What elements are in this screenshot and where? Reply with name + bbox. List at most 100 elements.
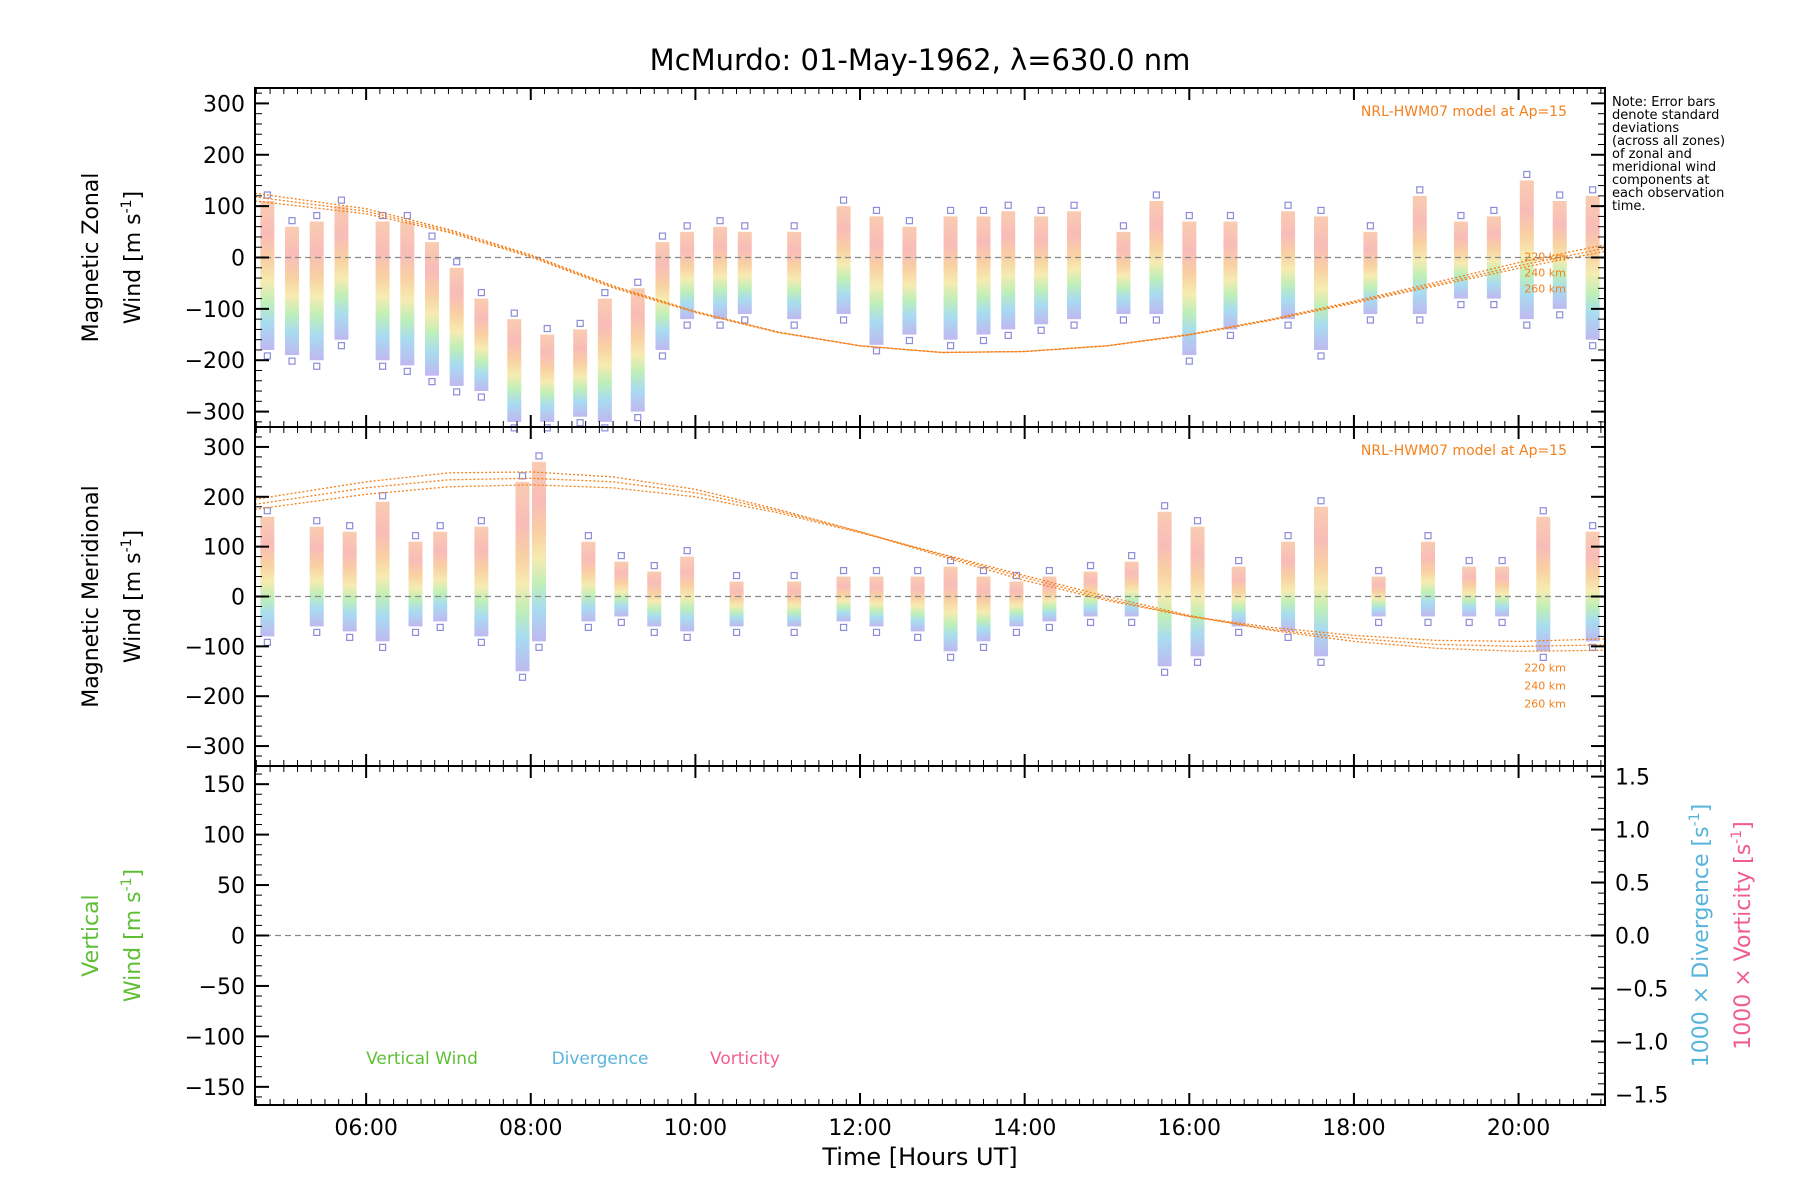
error-bar-outlier (477, 638, 485, 646)
error-bar-outlier (1523, 321, 1531, 329)
error-bar-outlier (1366, 316, 1374, 324)
error-bar-outlier (1193, 658, 1202, 666)
y-tick-label: −50 (199, 975, 245, 1000)
error-bar-outlier (411, 628, 420, 637)
error-bar-outlier (1317, 658, 1325, 666)
error-bar (334, 206, 349, 340)
error-bar-outlier (716, 321, 724, 329)
error-bar (515, 481, 530, 672)
zonal-observations (260, 170, 1600, 432)
note-line: deviations (1612, 121, 1680, 136)
error-bar (1363, 231, 1378, 314)
right-y-tick-label: −0.5 (1615, 977, 1668, 1002)
meridional-observations (260, 452, 1600, 681)
error-bar-outlier (584, 623, 592, 632)
y-tick-label: 300 (203, 92, 245, 117)
error-bar (309, 221, 324, 361)
error-bar-outlier (1317, 352, 1325, 360)
x-tick-label: 20:00 (1487, 1116, 1550, 1141)
error-bar (260, 201, 275, 350)
error-bar (737, 231, 752, 314)
error-bar-outlier (1523, 170, 1531, 179)
zonal-y-axis-label: Magnetic Zonal Wind [m s-1] (79, 173, 146, 343)
panel-meridional: 300 200 100 0 −100 −200 −300 NRL-HWM07 model a… (79, 426, 1606, 767)
error-bar (1067, 211, 1082, 320)
error-bar-outlier (979, 566, 988, 575)
error-bar-outlier (1045, 566, 1053, 575)
error-bar-outlier (1086, 561, 1095, 570)
error-bar (1190, 526, 1205, 657)
right-y-tick-label: 0.0 (1615, 925, 1650, 950)
vertical-right-y-ticks: 1.5 1.0 0.5 0.0 −0.5 −1.0 −1.5 (1591, 765, 1668, 1108)
error-bar (573, 329, 588, 417)
error-bar-outlier (946, 206, 955, 215)
y-tick-label: 150 (203, 773, 245, 798)
error-bar-outlier (346, 522, 354, 530)
error-bar-outlier (518, 673, 527, 681)
error-bar-outlier (313, 517, 321, 525)
error-bar (1182, 221, 1197, 356)
error-bar (976, 216, 991, 335)
error-bar-outlier (428, 378, 436, 386)
model-curve (254, 192, 1606, 354)
error-bar-outlier (1465, 556, 1473, 565)
error-bar (729, 581, 744, 627)
error-bar-outlier (914, 633, 922, 641)
error-bar-outlier (1119, 316, 1128, 324)
error-bar-outlier (658, 352, 667, 360)
note-line: denote standard (1612, 108, 1720, 123)
error-bar-outlier (716, 217, 724, 225)
error-bar-outlier (1589, 342, 1597, 350)
error-bar-outlier (584, 532, 592, 540)
error-bar-outlier (658, 232, 667, 240)
error-bar (1124, 561, 1139, 617)
error-bar (1536, 516, 1551, 652)
y-tick-label: 100 (203, 195, 245, 220)
error-bar-outlier (477, 517, 485, 525)
error-bar (647, 571, 662, 627)
y-tick-label: −200 (185, 349, 245, 374)
error-bar (474, 298, 489, 392)
error-bar-outlier (683, 547, 691, 555)
error-bar (1412, 195, 1427, 314)
error-bar (1281, 541, 1296, 632)
error-bar-outlier (576, 319, 584, 328)
error-bar-outlier (839, 623, 848, 632)
error-bar-outlier (1465, 618, 1473, 627)
legend-vorticity: Vorticity (710, 1049, 780, 1069)
error-bar (1223, 221, 1238, 330)
error-bar-outlier (453, 388, 461, 396)
error-bar-outlier (683, 321, 691, 329)
meridional-y-axis-label: Magnetic Meridional Wind [m s-1] (79, 485, 146, 707)
error-bar (976, 576, 991, 642)
zonal-model-label: NRL-HWM07 model at Ap=15 (1361, 104, 1567, 120)
error-bar (836, 206, 851, 314)
error-bar-outlier (839, 566, 848, 575)
error-bar-outlier (1086, 618, 1095, 627)
error-bar-outlier (453, 258, 461, 266)
error-bar (836, 576, 851, 622)
error-bar-outlier (1128, 618, 1136, 627)
meridional-altitude-label: 240 km (1524, 679, 1566, 692)
note-line: meridional wind (1612, 160, 1717, 175)
error-bar-outlier (1193, 517, 1202, 525)
right-y-tick-label: 1.5 (1615, 766, 1650, 791)
error-bar-outlier (1416, 316, 1424, 324)
error-bar-outlier (1070, 321, 1078, 329)
error-bar (1585, 531, 1600, 642)
error-bar (1281, 211, 1296, 320)
meridional-model-label: NRL-HWM07 model at Ap=15 (1361, 443, 1567, 459)
error-bar (424, 242, 439, 376)
meridional-altitude-label: 220 km (1524, 661, 1566, 674)
error-bar (902, 226, 917, 335)
error-bar (581, 541, 596, 622)
y-tick-label: 200 (203, 486, 245, 511)
error-bar (1552, 201, 1567, 309)
error-bar (655, 242, 670, 350)
y-tick-label: 200 (203, 144, 245, 169)
meridional-ylabel-line1: Magnetic Meridional (79, 485, 104, 707)
error-bar-outlier (346, 633, 354, 641)
error-bar-outlier (263, 352, 271, 360)
error-bar-outlier (872, 206, 881, 215)
error-bar (375, 501, 390, 642)
